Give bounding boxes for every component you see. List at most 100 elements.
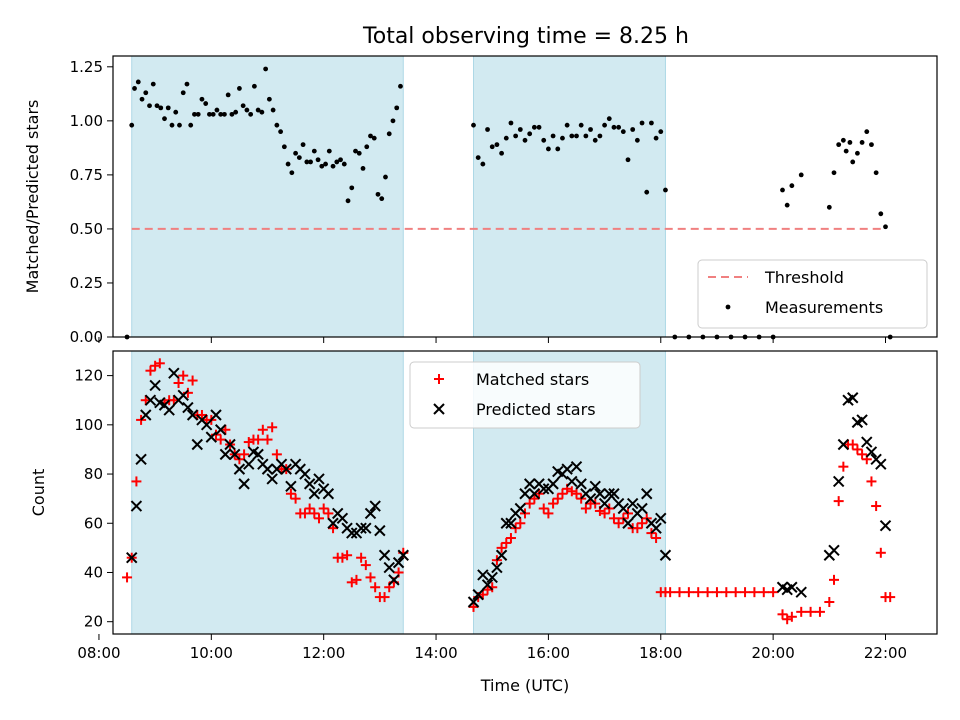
x-stroke: [186, 409, 199, 421]
predicted-star-point: [200, 419, 213, 431]
matched-star-point: [875, 547, 886, 558]
x-stroke: [433, 403, 445, 415]
x-stroke: [224, 438, 236, 451]
x-stroke: [163, 404, 175, 416]
measurement-point: [578, 122, 584, 128]
matched-star-point: [721, 587, 732, 598]
predicted-star-point: [598, 497, 611, 510]
x-stroke: [322, 488, 335, 500]
bottom-legend-box: [409, 361, 641, 429]
x-stroke: [233, 463, 246, 475]
measurement-point: [173, 109, 179, 115]
matched-star-point: [379, 592, 390, 603]
predicted-star-point: [140, 409, 152, 421]
measurement-point: [386, 131, 392, 137]
bottom-ytick-label: 120: [74, 367, 103, 385]
predicted-star-point: [285, 480, 297, 493]
x-stroke: [168, 367, 180, 379]
x-stroke: [608, 488, 620, 500]
measurement-point: [281, 144, 287, 150]
matched-star-point: [665, 587, 676, 598]
measurement-point: [583, 133, 589, 139]
x-stroke: [865, 446, 878, 458]
predicted-star-point: [336, 512, 349, 525]
predicted-star-point: [144, 394, 157, 406]
x-stroke: [570, 460, 583, 473]
predicted-star-point: [655, 512, 667, 525]
legend-predicted-swatch: [433, 403, 445, 415]
measurement-point: [195, 111, 201, 117]
x-stroke: [247, 446, 260, 458]
x-stroke: [130, 500, 143, 512]
predicted-star-point: [491, 561, 503, 574]
measurement-point: [503, 135, 509, 141]
matched-star-point: [173, 377, 184, 388]
x-stroke: [135, 453, 147, 465]
matched-star-point: [538, 503, 549, 514]
legend-threshold-label: Threshold: [764, 268, 844, 287]
x-stroke: [650, 522, 662, 534]
matched-star-point: [871, 501, 882, 512]
measurement-point: [210, 111, 216, 117]
measurement-point: [165, 105, 171, 111]
measurement-point: [630, 127, 636, 132]
measurement-point: [233, 109, 239, 115]
measurement-point: [199, 96, 205, 102]
measurement-point: [616, 124, 622, 130]
matched-star-point: [749, 587, 760, 598]
measurement-point: [375, 191, 381, 197]
measurement-point: [132, 86, 137, 91]
measurement-point: [304, 159, 310, 165]
measurement-point: [266, 96, 272, 102]
measurement-point: [836, 142, 842, 148]
x-stroke: [481, 579, 494, 591]
top-ytick-label: 0.75: [70, 166, 103, 184]
measurement-point: [158, 105, 164, 111]
predicted-star-point: [210, 409, 222, 421]
predicted-star-point: [519, 488, 531, 500]
x-stroke: [177, 389, 189, 402]
measurement-point: [278, 129, 284, 135]
measurement-point: [831, 170, 837, 176]
measurement-point: [285, 161, 291, 167]
x-stroke: [626, 497, 639, 510]
matched-star-point: [309, 508, 320, 519]
matched-star-point: [613, 518, 624, 529]
bottom-xtick-label: 12:00: [302, 644, 345, 662]
matched-star-point: [154, 358, 165, 369]
predicted-star-point: [238, 478, 250, 490]
measurement-point: [508, 120, 514, 126]
x-stroke: [355, 522, 367, 534]
matched-star-point: [758, 587, 769, 598]
measurement-point: [620, 129, 626, 135]
predicted-star-point: [135, 453, 147, 465]
measurement-point: [883, 224, 888, 230]
predicted-star-point: [191, 438, 203, 451]
predicted-star-point: [547, 478, 559, 490]
measurement-point: [129, 122, 135, 128]
matched-star-point: [496, 542, 507, 553]
measurement-point: [289, 170, 295, 176]
x-stroke: [336, 512, 349, 525]
predicted-star-point: [594, 488, 606, 500]
matched-star-point: [328, 523, 339, 534]
x-stroke: [575, 478, 587, 490]
legend-matched-label: Matched stars: [476, 370, 589, 389]
x-stroke: [861, 436, 873, 448]
measurement-point: [150, 81, 156, 87]
matched-star-point: [885, 592, 896, 603]
measurement-point: [789, 183, 795, 189]
top-ytick-label: 1.00: [70, 112, 103, 130]
predicted-star-point: [355, 522, 367, 534]
matched-star-point: [777, 609, 788, 620]
measurement-point: [847, 140, 853, 145]
measurement-point: [644, 189, 650, 195]
measurement-point: [270, 107, 276, 113]
predicted-star-point: [538, 483, 550, 495]
predicted-star-point: [177, 389, 189, 402]
x-stroke: [523, 478, 536, 490]
matched-star-point: [693, 587, 704, 598]
measurement-point: [139, 96, 145, 102]
matched-star-point: [196, 409, 207, 420]
x-stroke: [182, 401, 194, 414]
